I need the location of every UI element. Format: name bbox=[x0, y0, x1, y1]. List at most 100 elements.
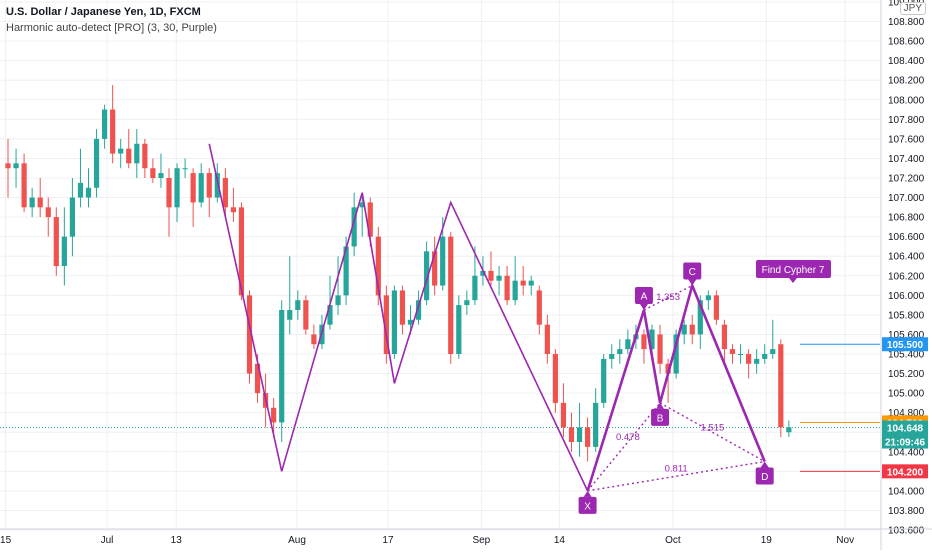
y-tick-label: 106.800 bbox=[888, 213, 925, 224]
y-tick-label: 103.800 bbox=[888, 506, 925, 517]
candle-body bbox=[21, 163, 27, 208]
x-axis: 15 Jul 13 Aug 17 Sep 14 Oct 19 Nov bbox=[0, 528, 932, 546]
candle-body bbox=[657, 334, 663, 364]
candle-body bbox=[536, 290, 542, 325]
candle-body bbox=[560, 402, 567, 428]
cypher-annotation: Find Cypher 7 bbox=[756, 260, 831, 283]
y-tick-label: 105.600 bbox=[888, 330, 925, 341]
price-tag: 104.648 bbox=[882, 420, 928, 435]
point-label: B bbox=[657, 413, 664, 424]
annotation-box bbox=[756, 260, 831, 278]
candle bbox=[472, 246, 478, 306]
candle bbox=[222, 168, 228, 218]
candle-body bbox=[456, 305, 462, 354]
chart-title: U.S. Dollar / Japanese Yen, 1D, FXCM bbox=[6, 6, 201, 18]
y-tick-label: 105.000 bbox=[888, 389, 925, 400]
y-tick-label: 104.400 bbox=[888, 447, 925, 458]
y-tick-label: 106.400 bbox=[888, 252, 925, 263]
candle-body bbox=[440, 236, 446, 286]
candle-body bbox=[77, 182, 84, 198]
x-tick-label: 14 bbox=[554, 535, 566, 546]
candle-body bbox=[544, 324, 550, 354]
chart-legend: U.S. Dollar / Japanese Yen, 1D, FXCM Har… bbox=[6, 4, 217, 36]
currency-badge[interactable]: JPY bbox=[899, 2, 926, 15]
zigzag-line bbox=[208, 143, 589, 492]
candle bbox=[29, 187, 35, 218]
label-pointer bbox=[760, 461, 769, 468]
candle bbox=[279, 300, 285, 442]
candle-body bbox=[778, 344, 784, 428]
countdown-tag: 21:09:46 bbox=[882, 434, 928, 449]
price-tag-box bbox=[882, 420, 928, 435]
candle-body bbox=[158, 173, 164, 178]
point-label: X bbox=[584, 501, 591, 512]
candle-body bbox=[528, 280, 534, 286]
y-tick-label: 108.600 bbox=[888, 37, 925, 48]
candle bbox=[705, 290, 711, 310]
candle bbox=[158, 153, 164, 188]
y-tick-label: 107.000 bbox=[888, 193, 925, 204]
candle-body bbox=[343, 246, 349, 296]
candle-body bbox=[737, 354, 744, 355]
x-tick-label: 13 bbox=[171, 535, 183, 546]
y-tick-label: 107.800 bbox=[888, 115, 925, 126]
candle bbox=[166, 168, 172, 237]
candle-body bbox=[770, 349, 776, 354]
label-box bbox=[578, 496, 597, 514]
x-tick-label: Nov bbox=[836, 535, 854, 546]
candle bbox=[609, 344, 615, 369]
candle bbox=[118, 138, 124, 169]
candle bbox=[134, 129, 140, 178]
candle bbox=[762, 344, 768, 364]
y-tick-label: 106.200 bbox=[888, 271, 925, 282]
y-tick-label: 108.000 bbox=[888, 95, 925, 106]
countdown-text: 21:09:46 bbox=[885, 438, 925, 449]
candle-body bbox=[399, 290, 406, 325]
candle-body bbox=[448, 236, 454, 354]
candle-body bbox=[238, 207, 245, 296]
candle-body bbox=[327, 305, 333, 325]
label-pointer bbox=[656, 402, 665, 409]
y-tick-label: 107.600 bbox=[888, 134, 925, 145]
candle-body bbox=[134, 143, 140, 164]
y-tick-label: 108.800 bbox=[888, 17, 925, 28]
candle bbox=[593, 388, 599, 452]
candle-body bbox=[504, 275, 510, 301]
candle bbox=[238, 202, 245, 301]
annotation-text: Find Cypher 7 bbox=[762, 265, 825, 276]
candle-body bbox=[150, 168, 156, 178]
price-tag-box bbox=[882, 337, 928, 352]
y-tick-label: 108.400 bbox=[888, 56, 925, 67]
candle bbox=[61, 207, 67, 286]
ratio-line bbox=[643, 284, 693, 311]
candle bbox=[206, 168, 212, 218]
y-tick-label: 105.400 bbox=[888, 350, 925, 361]
candle-body bbox=[279, 310, 285, 423]
candle bbox=[303, 295, 309, 335]
pattern-point-d: D bbox=[755, 461, 774, 485]
candle-body bbox=[311, 334, 317, 345]
candle-body bbox=[303, 300, 309, 330]
candle-body bbox=[649, 329, 655, 350]
candle bbox=[110, 85, 116, 164]
label-pointer bbox=[688, 279, 697, 286]
pattern-point-a: A bbox=[634, 287, 653, 310]
candle-body bbox=[593, 402, 599, 447]
candle-body bbox=[359, 202, 365, 208]
candle bbox=[399, 285, 406, 335]
pattern-point-c: C bbox=[683, 262, 702, 286]
candle bbox=[182, 158, 188, 178]
candle-body bbox=[383, 295, 389, 354]
x-tick-label: Aug bbox=[288, 535, 306, 546]
price-tag-box bbox=[882, 464, 928, 479]
candle bbox=[552, 349, 558, 413]
candle-body bbox=[617, 349, 623, 354]
x-tick-label: Oct bbox=[665, 535, 681, 546]
candle-body bbox=[351, 207, 357, 247]
candle-body bbox=[705, 295, 711, 301]
candle-body bbox=[576, 427, 583, 442]
candle bbox=[617, 339, 623, 364]
harmonic-pattern: 1.353 0.478 1.515 0.811 X A B C D Find Cypher 7 bbox=[578, 260, 831, 514]
